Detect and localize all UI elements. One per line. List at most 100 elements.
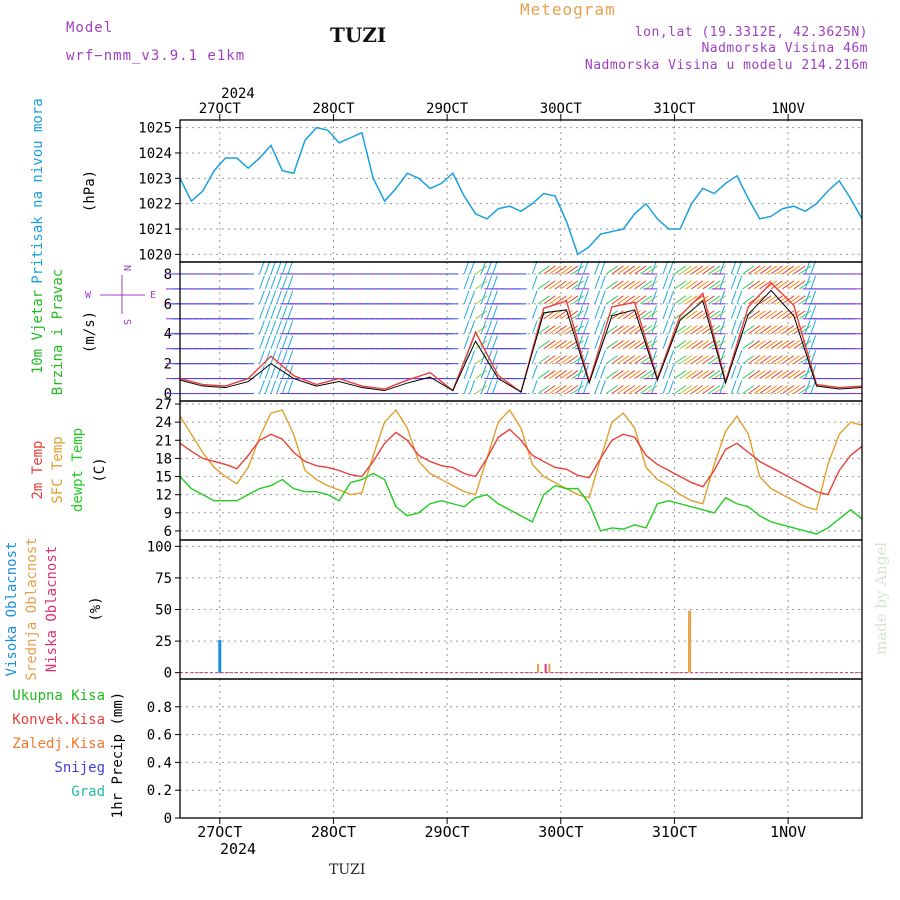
y-tick-label: 0.4 (147, 755, 172, 771)
wind-arrow (600, 320, 606, 334)
wind-arrow (549, 265, 562, 275)
wind-arrow (810, 275, 817, 290)
wind-arrow (651, 335, 657, 349)
wind-arrow (776, 280, 789, 290)
y-tick-label: 1020 (138, 247, 172, 263)
pressure-unit: (hPa) (82, 170, 98, 212)
wind-arrow (554, 310, 567, 320)
wind-arrow (628, 310, 641, 320)
wind-arrow (492, 365, 498, 379)
wind-arrow (270, 305, 277, 319)
wind-arrow (640, 265, 653, 275)
wind-arrow (259, 305, 265, 319)
wind-arrow (662, 290, 669, 305)
wind-arrow (571, 385, 584, 394)
wind-arrow (594, 275, 601, 290)
wind-arrow (537, 265, 550, 275)
wind-arrow (662, 365, 669, 379)
wind-arrow (668, 290, 675, 305)
wind-arrow (543, 355, 556, 365)
wind-arrow (759, 310, 772, 320)
wind-arrow (748, 310, 761, 320)
y-tick-label: 1023 (138, 171, 172, 187)
wind-arrow (566, 385, 579, 394)
wind-arrow (799, 265, 812, 275)
wind-arrow (543, 295, 556, 305)
wind-arrow (617, 340, 630, 350)
wind-arrow (674, 355, 687, 365)
wind-arrow (531, 290, 538, 305)
wind-arrow (651, 260, 657, 275)
wind-arrow (543, 265, 556, 275)
wind-arrow (537, 295, 550, 305)
wind-arrow (287, 335, 294, 349)
wind-arrow (810, 380, 817, 394)
cloud-bar (688, 610, 692, 673)
y-tick-label: 0 (164, 811, 172, 827)
wind-arrow (531, 350, 538, 364)
wind-arrow (617, 265, 630, 275)
sfc-temp-ylabel: SFC Temp (50, 436, 66, 503)
wind-arrow (492, 350, 498, 364)
wind-arrow (782, 385, 795, 394)
y-tick-label: 50 (155, 603, 172, 619)
wind-unit: (m/s) (82, 311, 98, 353)
wind-arrow (674, 340, 687, 350)
top-date-label: 1NOV (771, 101, 805, 117)
wind-arrow (685, 385, 698, 394)
wind-arrow (486, 320, 493, 334)
wind-arrow (577, 320, 584, 334)
wind-arrow (264, 380, 271, 394)
wind-arrow (480, 275, 487, 290)
wind-arrow (787, 385, 800, 394)
compass-east-label: E (150, 290, 156, 301)
wind-arrow (787, 310, 800, 320)
wind-arrow (679, 325, 692, 335)
wind-arrow (281, 335, 288, 349)
wind-arrow (645, 325, 658, 335)
wind-arrow (264, 290, 271, 305)
wind-arrow (634, 310, 647, 320)
wind-arrow (611, 355, 624, 365)
bottom-date-label: 27OCT (197, 823, 242, 841)
wind-arrow (810, 290, 817, 305)
y-tick-label: 0 (164, 666, 172, 682)
wind-arrow (617, 325, 630, 335)
wind-arrow (594, 365, 601, 379)
wind-arrow (640, 370, 653, 379)
wind-arrow (759, 280, 772, 290)
wind-arrow (793, 385, 806, 394)
pressure-ylabel: Pritisak na nivou mora (30, 98, 46, 283)
wind-arrow (594, 380, 601, 394)
wind-arrow (571, 280, 584, 290)
wind-arrow (713, 280, 726, 290)
wind-arrow (583, 350, 589, 364)
y-tick-label: 25 (155, 634, 172, 650)
wind-arrow (577, 305, 584, 319)
wind-arrow (270, 335, 277, 349)
wind-arrow (276, 305, 282, 319)
wind-arrow (492, 380, 498, 394)
wind-arrow (691, 355, 704, 365)
y-tick-label: 12 (155, 488, 172, 504)
bottom-date-label: 29OCT (425, 823, 470, 841)
wind-arrow (804, 305, 811, 319)
wind-arrow (617, 295, 630, 305)
wind-arrow (742, 355, 755, 365)
wind-speed-line-alt (179, 289, 863, 393)
wind-arrow (782, 370, 795, 379)
pressure-line (179, 126, 863, 256)
wind-arrow (770, 340, 783, 350)
wind-arrow (543, 385, 556, 394)
wind-arrow (549, 370, 562, 379)
wind-arrow (674, 295, 687, 305)
wind-arrow (719, 275, 726, 290)
wind-arrow (549, 385, 562, 394)
wind-arrow (475, 310, 488, 320)
wind-arrow (719, 380, 726, 394)
wind-arrow (611, 280, 624, 290)
wind-arrow (696, 340, 709, 350)
wind-arrow (475, 280, 488, 290)
wind-arrow (469, 275, 476, 290)
wind-arrow (668, 350, 675, 364)
